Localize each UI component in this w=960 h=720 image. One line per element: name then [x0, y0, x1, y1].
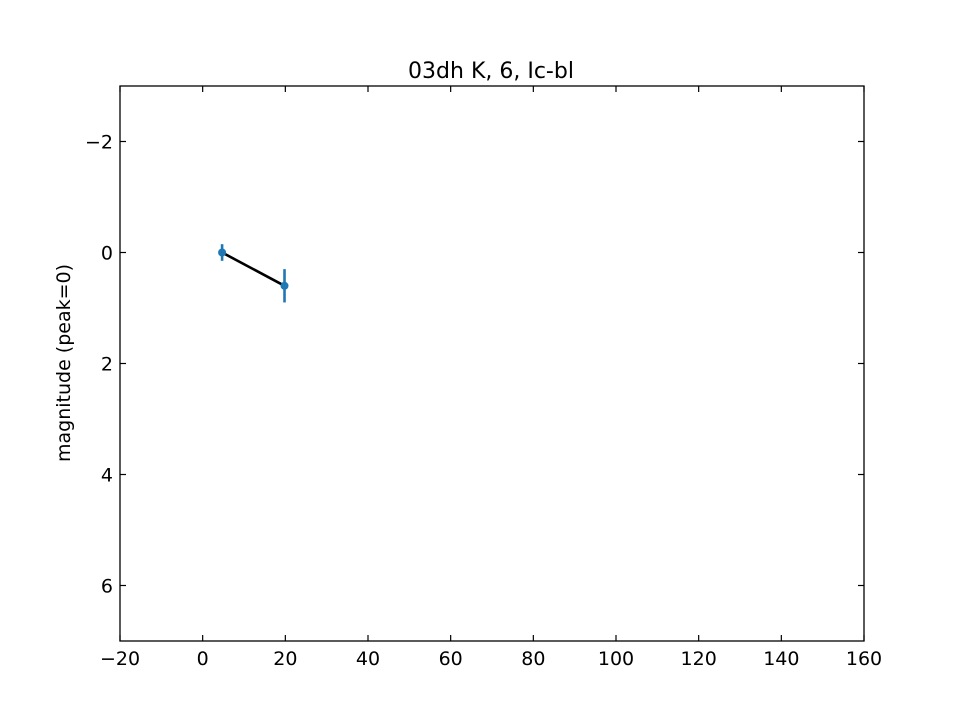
y-axis-label: magnitude (peak=0) — [53, 264, 75, 462]
data-point — [280, 281, 289, 290]
y-tick-label: 6 — [101, 576, 113, 598]
x-axis-ticks: −20 0 20 40 60 80 100 120 140 160 — [100, 86, 882, 670]
plot-frame — [119, 85, 865, 642]
x-tick-label: 160 — [846, 648, 882, 670]
y-tick-label: 2 — [101, 354, 113, 376]
x-tick-label: 20 — [273, 648, 297, 670]
data-point — [218, 248, 227, 257]
y-tick-label: −2 — [85, 132, 113, 154]
x-tick-label: 140 — [763, 648, 799, 670]
x-tick-label: 60 — [439, 648, 463, 670]
chart-title: 03dh K, 6, Ic-bl — [408, 59, 574, 84]
y-tick-label: 0 — [101, 243, 113, 265]
y-tick-label: 4 — [101, 465, 113, 487]
x-tick-label: −20 — [100, 648, 140, 670]
x-tick-label: 40 — [356, 648, 380, 670]
y-axis-ticks: −2 0 2 4 6 — [85, 132, 864, 598]
x-tick-label: 120 — [681, 648, 717, 670]
x-tick-label: 100 — [598, 648, 634, 670]
series-line — [221, 251, 286, 287]
x-tick-label: 80 — [521, 648, 545, 670]
plot-area — [218, 244, 289, 303]
x-tick-label: 0 — [197, 648, 209, 670]
